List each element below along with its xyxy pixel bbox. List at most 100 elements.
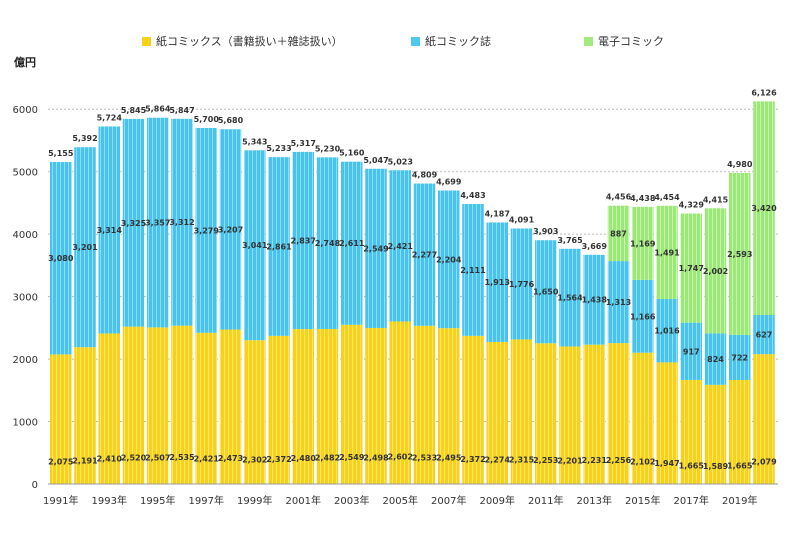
data-labels: 2,075 3,080 5,155 2,191 3,201 5,392 2,410 3,314… <box>48 88 777 471</box>
data-label-paper-magazines: 1,166 <box>630 312 656 321</box>
bar-digital-comics <box>704 208 727 334</box>
data-label-paper-magazines: 2,748 <box>315 239 341 248</box>
y-tick-label: 3000 <box>13 293 38 304</box>
data-label-paper-comics: 2,533 <box>412 453 437 462</box>
total-label: 5,155 <box>48 149 74 158</box>
data-label-paper-comics: 2,231 <box>582 456 608 465</box>
data-label-digital-comics: 3,420 <box>751 204 777 213</box>
bar-digital-comics <box>656 205 678 299</box>
data-label-paper-comics: 2,498 <box>363 454 389 463</box>
data-label-paper-magazines: 3,314 <box>97 226 123 235</box>
data-label-paper-magazines: 1,438 <box>582 296 608 305</box>
bar-paper-comics <box>122 326 145 484</box>
bar-paper-comics <box>462 335 484 484</box>
bar-paper-magazines <box>583 254 605 345</box>
total-label: 4,187 <box>485 209 510 218</box>
bar-paper-magazines <box>535 240 557 344</box>
legend-swatch-paper-comics <box>142 37 151 46</box>
x-tick-label: 2019年 <box>722 494 757 507</box>
x-tick-label: 2017年 <box>674 494 709 507</box>
bar-paper-magazines <box>147 117 169 328</box>
x-axis-ticks: 1991年 1993年 1995年 1997年 1999年 2001年 2003年 2005年… <box>43 494 757 507</box>
data-label-paper-comics: 1,665 <box>727 461 753 470</box>
total-label: 4,483 <box>460 191 485 200</box>
data-label-paper-comics: 2,535 <box>169 453 195 462</box>
data-label-paper-magazines: 3,357 <box>145 219 170 228</box>
data-label-paper-comics: 2,075 <box>48 458 74 467</box>
bar-paper-comics <box>632 352 654 484</box>
x-tick-label: 2009年 <box>480 494 515 507</box>
bar-paper-comics <box>583 344 605 484</box>
bar-paper-comics <box>171 325 193 484</box>
bar-paper-comics <box>195 332 217 484</box>
data-label-paper-comics: 2,315 <box>509 455 535 464</box>
data-label-digital-comics: 887 <box>610 229 627 238</box>
bar-paper-magazines <box>559 248 581 347</box>
total-label: 5,845 <box>121 106 147 115</box>
x-tick-label: 2011年 <box>528 494 563 507</box>
bar-paper-magazines <box>341 161 363 325</box>
total-label: 4,456 <box>606 193 632 202</box>
x-tick-label: 1999年 <box>237 494 272 507</box>
bar-paper-magazines <box>413 183 436 326</box>
bar-paper-comics <box>292 329 314 484</box>
data-label-paper-magazines: 1,564 <box>557 294 583 303</box>
data-label-paper-magazines: 824 <box>707 355 724 364</box>
bar-paper-comics <box>98 333 120 484</box>
data-label-paper-comics: 2,253 <box>533 456 558 465</box>
bar-paper-comics <box>559 346 581 484</box>
data-label-paper-magazines: 2,611 <box>339 239 365 248</box>
total-label: 5,230 <box>315 144 341 153</box>
y-tick-label: 0 <box>32 480 38 491</box>
data-label-paper-magazines: 3,325 <box>121 219 147 228</box>
bar-paper-comics <box>219 329 242 484</box>
bar-paper-magazines <box>244 150 266 341</box>
data-label-paper-comics: 2,102 <box>630 457 655 466</box>
data-label-paper-comics: 2,602 <box>388 453 413 462</box>
data-label-paper-comics: 2,480 <box>291 454 317 463</box>
bar-paper-comics <box>438 328 460 484</box>
total-label: 4,980 <box>727 160 753 169</box>
bar-paper-magazines <box>171 118 193 326</box>
data-label-paper-comics: 2,410 <box>97 454 123 463</box>
data-label-paper-comics: 2,256 <box>606 456 632 465</box>
bar-paper-magazines <box>122 118 145 327</box>
bar-paper-magazines <box>195 127 217 333</box>
data-label-paper-magazines: 2,549 <box>363 244 389 253</box>
bar-paper-comics <box>535 343 557 484</box>
total-label: 5,724 <box>97 113 123 122</box>
total-label: 5,680 <box>218 116 244 125</box>
data-label-paper-comics: 2,549 <box>339 453 365 462</box>
bar-paper-magazines <box>98 126 120 334</box>
data-label-paper-magazines: 917 <box>683 347 700 356</box>
data-label-paper-magazines: 1,313 <box>606 298 631 307</box>
total-label: 5,047 <box>363 156 388 165</box>
bar-paper-comics <box>147 327 169 484</box>
bar-digital-comics <box>753 101 775 315</box>
legend-swatch-paper-magazines <box>411 37 420 46</box>
y-tick-label: 1000 <box>13 418 38 429</box>
bar-paper-magazines <box>704 333 727 385</box>
data-label-paper-comics: 1,589 <box>703 462 729 471</box>
data-label-paper-comics: 2,079 <box>751 458 777 467</box>
bar-paper-magazines <box>680 322 702 380</box>
x-tick-label: 2015年 <box>625 494 660 507</box>
bar-paper-magazines <box>50 162 72 355</box>
bar-paper-magazines <box>729 334 751 381</box>
total-label: 4,699 <box>436 177 462 186</box>
data-label-paper-comics: 1,665 <box>679 461 705 470</box>
bar-paper-comics <box>268 335 290 484</box>
total-label: 5,700 <box>194 115 220 124</box>
bar-paper-magazines <box>268 157 290 336</box>
bar-paper-comics <box>365 327 387 484</box>
bar-paper-magazines <box>292 151 314 330</box>
bar-paper-comics <box>413 325 436 484</box>
total-label: 4,809 <box>412 171 438 180</box>
data-label-paper-magazines: 1,913 <box>485 278 510 287</box>
data-label-digital-comics: 2,593 <box>727 250 752 259</box>
bar-paper-comics <box>486 341 508 484</box>
x-tick-label: 1991年 <box>43 494 78 507</box>
bar-digital-comics <box>632 206 654 280</box>
total-label: 4,438 <box>630 194 656 203</box>
total-label: 4,329 <box>679 201 705 210</box>
